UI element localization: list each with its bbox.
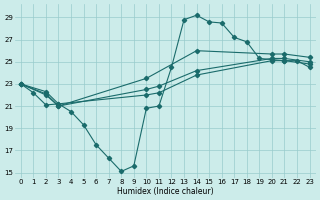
X-axis label: Humidex (Indice chaleur): Humidex (Indice chaleur) xyxy=(117,187,213,196)
